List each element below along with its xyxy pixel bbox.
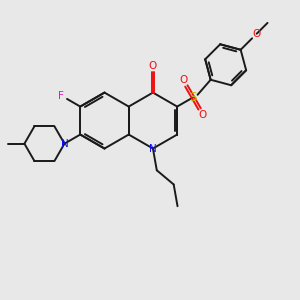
Text: F: F xyxy=(58,91,64,101)
Text: O: O xyxy=(179,75,187,85)
Text: N: N xyxy=(149,143,157,154)
Text: O: O xyxy=(199,110,207,119)
Text: S: S xyxy=(189,91,197,104)
Text: O: O xyxy=(149,61,157,71)
Text: N: N xyxy=(61,139,68,149)
Text: O: O xyxy=(252,29,260,39)
